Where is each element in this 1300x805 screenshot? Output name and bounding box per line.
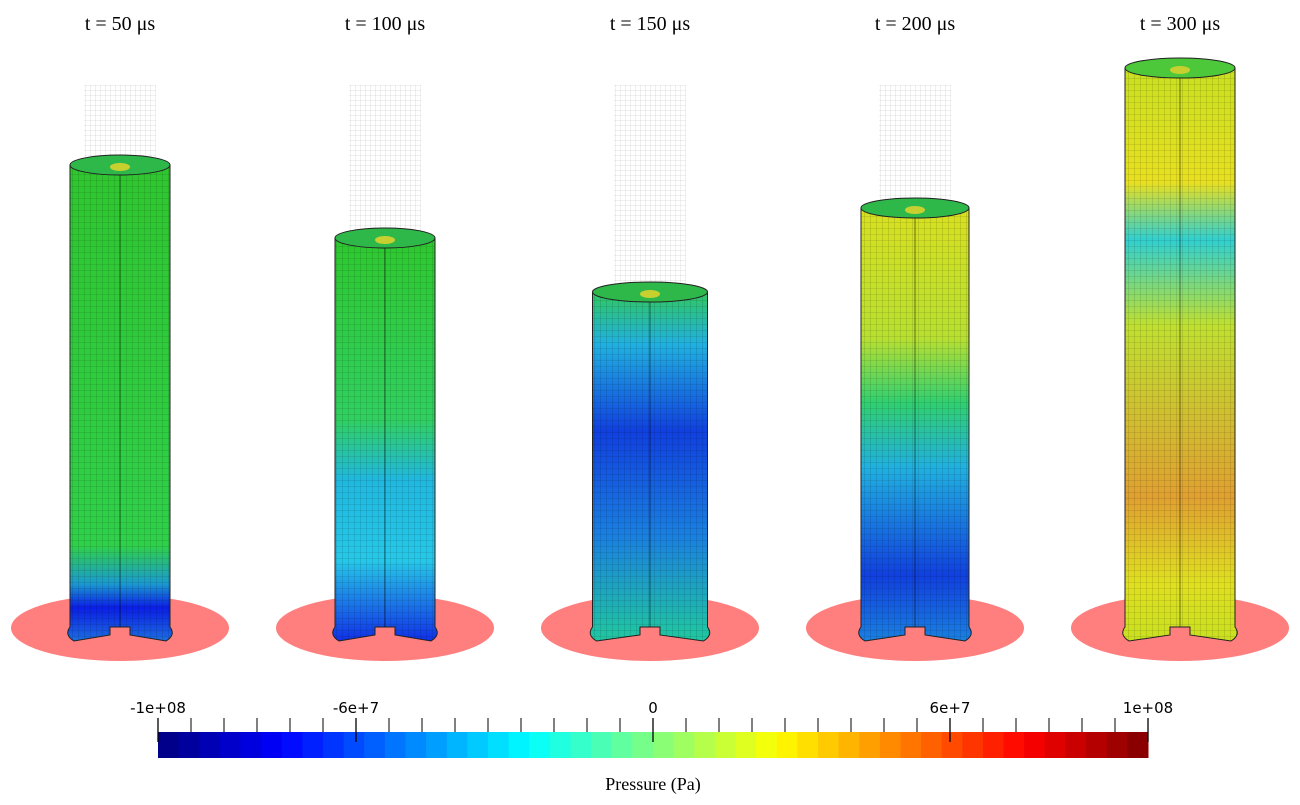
color-band [302,732,323,758]
color-band [1024,732,1045,758]
cylinder-top-hole [640,290,660,298]
color-band [880,732,901,758]
color-band [282,732,303,758]
panel-title: t = 150 μs [610,13,691,35]
cylinder-top-hole [1170,66,1190,74]
tick-label: 6e+7 [930,699,971,717]
color-band [818,732,839,758]
color-band [220,732,241,758]
color-band [962,732,983,758]
color-band [1066,732,1087,758]
color-band [921,732,942,758]
color-band [797,732,818,758]
color-band [632,732,653,758]
color-band [467,732,488,758]
color-band [488,732,509,758]
panel-title: t = 100 μs [345,13,426,35]
color-band [1045,732,1066,758]
color-band [1107,732,1128,758]
color-band [674,732,695,758]
color-band [736,732,757,758]
color-band [179,732,200,758]
color-band [983,732,1004,758]
colorbar: -1e+08 -6e+7 0 6e+7 1e+08 [130,699,1173,758]
color-band [406,732,427,758]
color-band [859,732,880,758]
cylinder-top-hole [375,236,395,244]
color-band [509,732,530,758]
color-band [344,732,365,758]
color-band [323,732,344,758]
colorbar-title: Pressure (Pa) [605,774,700,795]
color-band [261,732,282,758]
initial-mesh [614,85,686,297]
color-band [447,732,468,758]
color-band [901,732,922,758]
panels: t = 50 μs t = 100 μs t = 150 μs t = 200 μs t… [11,13,1289,661]
tick-label: 1e+08 [1123,699,1173,717]
color-band [942,732,963,758]
color-band [715,732,736,758]
panel-title: t = 300 μs [1140,13,1221,35]
color-band [1127,732,1148,758]
color-band [756,732,777,758]
color-band [199,732,220,758]
color-band [529,732,550,758]
tick-label: 0 [648,699,658,717]
color-band [550,732,571,758]
color-band [426,732,447,758]
color-band [653,732,674,758]
color-band [158,732,179,758]
initial-mesh [879,85,951,213]
panel-title: t = 200 μs [875,13,956,35]
cylinder-top-hole [110,163,130,171]
color-band [839,732,860,758]
color-band [777,732,798,758]
color-band [1004,732,1025,758]
color-band [612,732,633,758]
initial-mesh [349,85,421,243]
color-band [241,732,262,758]
color-band [694,732,715,758]
cylinder-top-hole [905,206,925,214]
figure: t = 50 μs t = 100 μs t = 150 μs t = 200 μs t… [0,0,1300,805]
color-band [571,732,592,758]
color-band [1086,732,1107,758]
panel-title: t = 50 μs [85,13,156,35]
color-band [591,732,612,758]
color-band [364,732,385,758]
color-band [385,732,406,758]
tick-label: -6e+7 [333,699,379,717]
tick-label: -1e+08 [130,699,186,717]
